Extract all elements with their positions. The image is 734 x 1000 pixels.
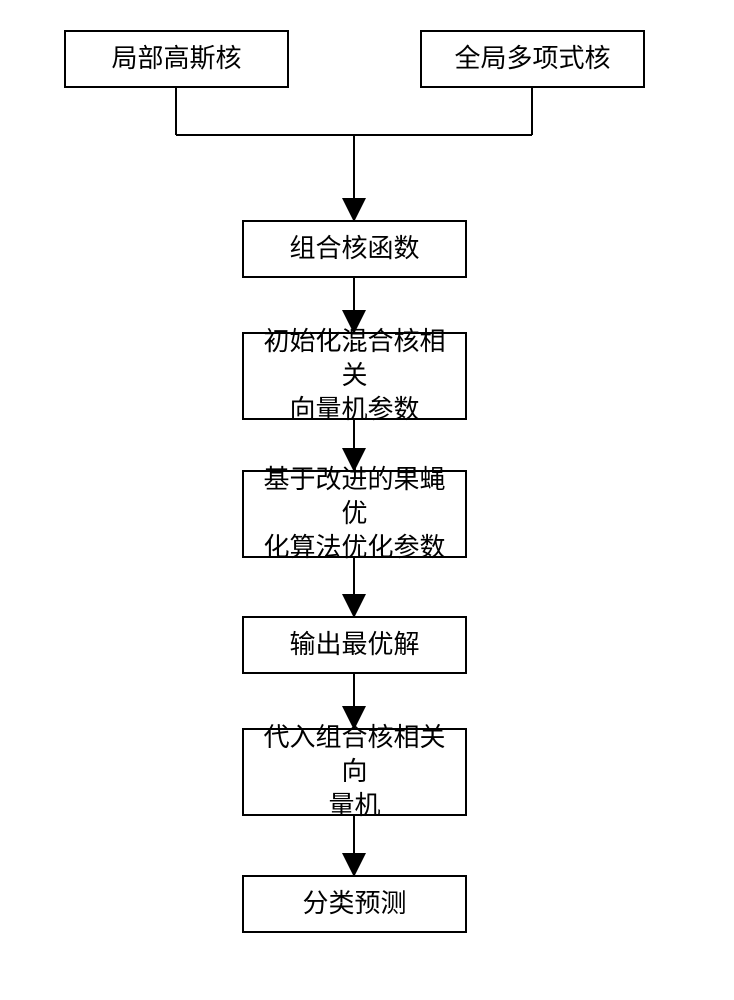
node-optimize: 基于改进的果蝇优化算法优化参数 <box>242 470 467 558</box>
node-label: 全局多项式核 <box>454 42 610 76</box>
node-label: 初始化混合核相关向量机参数 <box>256 325 453 426</box>
node-classify: 分类预测 <box>242 875 467 933</box>
node-label: 局部高斯核 <box>111 42 241 76</box>
node-substitute: 代入组合核相关向量机 <box>242 728 467 816</box>
node-global-polynomial: 全局多项式核 <box>420 30 645 88</box>
node-local-gaussian: 局部高斯核 <box>64 30 289 88</box>
node-label: 分类预测 <box>302 887 406 921</box>
node-combined-kernel: 组合核函数 <box>242 220 467 278</box>
node-output-solution: 输出最优解 <box>242 616 467 674</box>
node-label: 输出最优解 <box>289 628 419 662</box>
node-label: 代入组合核相关向量机 <box>256 721 453 822</box>
node-label: 组合核函数 <box>289 232 419 266</box>
node-init-params: 初始化混合核相关向量机参数 <box>242 332 467 420</box>
node-label: 基于改进的果蝇优化算法优化参数 <box>256 463 453 564</box>
